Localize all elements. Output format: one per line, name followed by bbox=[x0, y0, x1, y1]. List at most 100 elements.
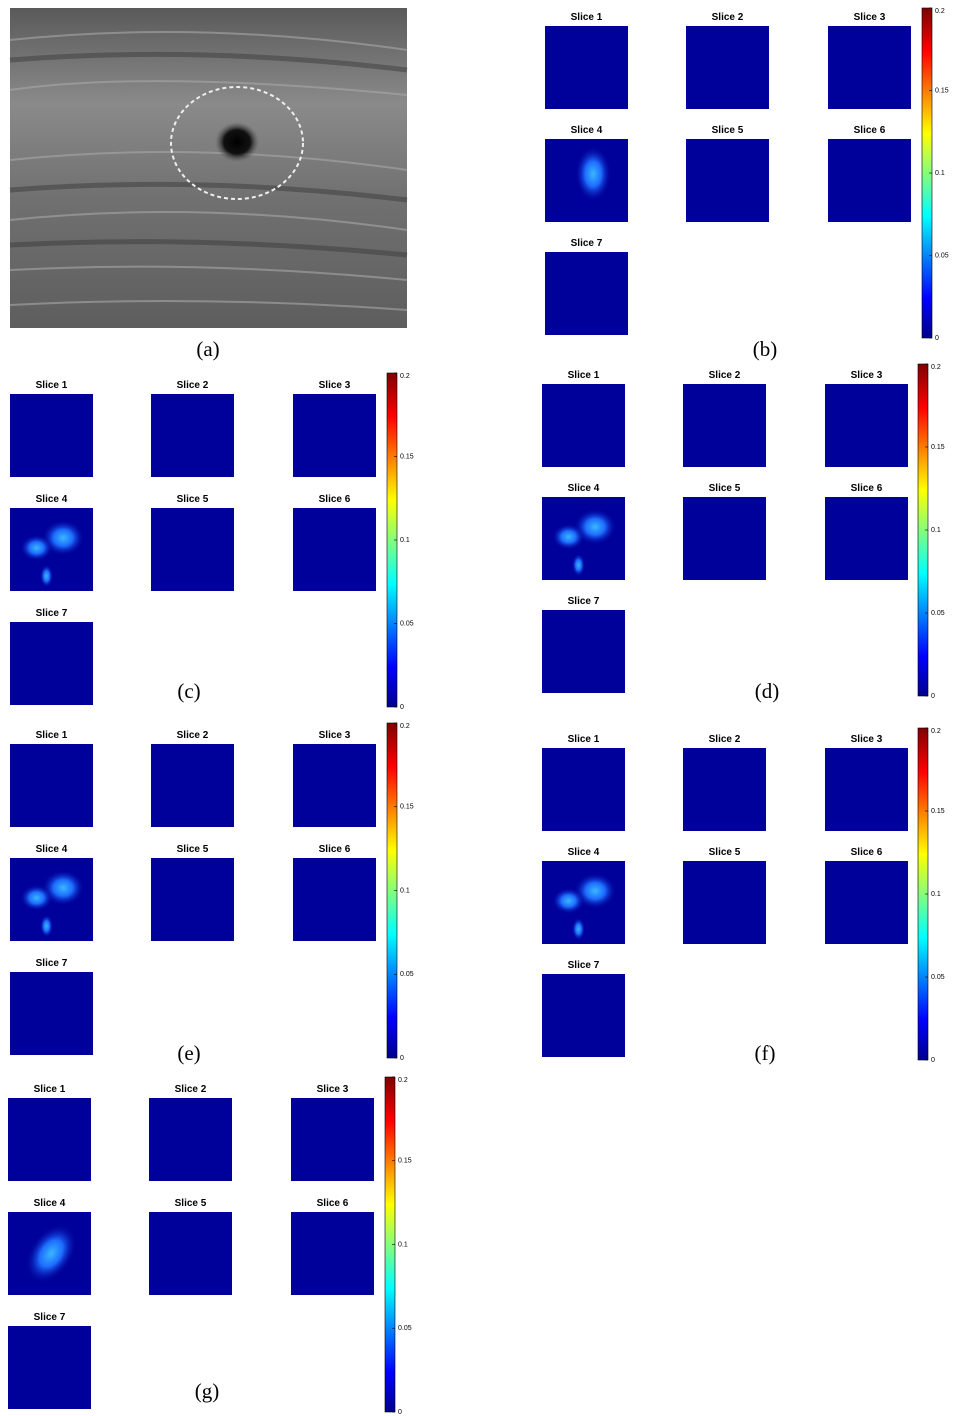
slice: Slice 2 bbox=[149, 1084, 232, 1181]
slice: Slice 2 bbox=[151, 730, 234, 827]
slice: Slice 3 bbox=[825, 734, 908, 831]
colorbar-tick-label: 0.1 bbox=[931, 891, 941, 898]
slice-image bbox=[291, 1212, 374, 1295]
slice-title: Slice 3 bbox=[319, 380, 351, 391]
slice: Slice 1 bbox=[8, 1084, 91, 1181]
slice: Slice 6 bbox=[293, 844, 376, 941]
slice-title: Slice 5 bbox=[177, 494, 209, 505]
slice-title: Slice 1 bbox=[571, 12, 603, 23]
slice-title: Slice 2 bbox=[177, 380, 209, 391]
slice-title: Slice 7 bbox=[571, 238, 603, 249]
colorbar: 00.050.10.150.2 bbox=[922, 8, 949, 342]
activation-blob bbox=[40, 914, 53, 937]
slice-image bbox=[683, 384, 766, 467]
slice-image bbox=[10, 394, 93, 477]
slice: Slice 1 bbox=[10, 380, 93, 477]
slice-image bbox=[151, 508, 234, 591]
slice-title: Slice 2 bbox=[709, 370, 741, 381]
slice: Slice 4 bbox=[8, 1198, 91, 1295]
slice: Slice 4 bbox=[542, 483, 625, 580]
slice-image bbox=[8, 1326, 91, 1409]
colorbar-tick-label: 0 bbox=[400, 704, 404, 711]
slice: Slice 3 bbox=[291, 1084, 374, 1181]
slice: Slice 3 bbox=[293, 380, 376, 477]
slice: Slice 5 bbox=[686, 125, 769, 222]
colorbar-tick-label: 0.15 bbox=[400, 804, 414, 811]
panel-label: (c) bbox=[177, 679, 200, 703]
slice-image bbox=[10, 972, 93, 1055]
slice-image bbox=[8, 1098, 91, 1181]
ultrasound-image bbox=[10, 8, 407, 328]
slice-title: Slice 5 bbox=[709, 483, 741, 494]
slice-image bbox=[293, 744, 376, 827]
activation-blob bbox=[575, 146, 612, 202]
slice-image bbox=[542, 610, 625, 693]
slice-image bbox=[149, 1212, 232, 1295]
slice: Slice 7 bbox=[10, 608, 93, 705]
slice-image bbox=[151, 744, 234, 827]
activation-blob bbox=[40, 564, 53, 587]
panel-label: (b) bbox=[753, 337, 778, 361]
slice-image bbox=[10, 744, 93, 827]
colorbar: 00.050.10.150.2 bbox=[385, 1077, 412, 1416]
colorbar-tick-label: 0.05 bbox=[931, 974, 945, 981]
slice: Slice 7 bbox=[542, 960, 625, 1057]
colorbar-tick-label: 0 bbox=[931, 693, 935, 700]
slice: Slice 6 bbox=[825, 847, 908, 944]
slice-title: Slice 4 bbox=[36, 844, 68, 855]
slice-title: Slice 7 bbox=[568, 596, 600, 607]
slice-title: Slice 4 bbox=[568, 483, 600, 494]
panel-label: (e) bbox=[177, 1041, 200, 1065]
slice-title: Slice 3 bbox=[319, 730, 351, 741]
slice-image bbox=[825, 861, 908, 944]
slice-title: Slice 4 bbox=[34, 1198, 66, 1209]
colorbar: 00.050.10.150.2 bbox=[387, 373, 414, 711]
colorbar-tick-label: 0.05 bbox=[400, 620, 414, 627]
slice-title: Slice 7 bbox=[34, 1312, 66, 1323]
colorbar-tick-label: 0.05 bbox=[935, 252, 949, 259]
slice: Slice 5 bbox=[149, 1198, 232, 1295]
slice: Slice 7 bbox=[545, 238, 628, 335]
activation-blob bbox=[20, 535, 53, 562]
slice-title: Slice 6 bbox=[319, 494, 351, 505]
colorbar-tick-label: 0 bbox=[400, 1055, 404, 1062]
colorbar: 00.050.10.150.2 bbox=[918, 728, 945, 1064]
colorbar-tick-label: 0.2 bbox=[400, 373, 410, 380]
colorbar-tick-label: 0.05 bbox=[931, 610, 945, 617]
slice-title: Slice 7 bbox=[36, 958, 68, 969]
slice-title: Slice 1 bbox=[36, 730, 68, 741]
slice-title: Slice 1 bbox=[34, 1084, 66, 1095]
slice-title: Slice 2 bbox=[709, 734, 741, 745]
slice: Slice 2 bbox=[683, 370, 766, 467]
activation-blob bbox=[572, 917, 585, 940]
slice-image bbox=[545, 26, 628, 109]
slice-image bbox=[828, 139, 911, 222]
colorbar-tick-label: 0.05 bbox=[398, 1325, 412, 1332]
slice-image bbox=[293, 858, 376, 941]
slice-title: Slice 4 bbox=[568, 847, 600, 858]
slice-image bbox=[686, 139, 769, 222]
slice-title: Slice 6 bbox=[317, 1198, 349, 1209]
slice-title: Slice 1 bbox=[36, 380, 68, 391]
slice: Slice 6 bbox=[291, 1198, 374, 1295]
slice: Slice 5 bbox=[683, 483, 766, 580]
slice-title: Slice 5 bbox=[177, 844, 209, 855]
colorbar: 00.050.10.150.2 bbox=[918, 364, 945, 700]
slice: Slice 3 bbox=[828, 12, 911, 109]
slice: Slice 4 bbox=[545, 125, 628, 222]
activation-blob bbox=[552, 888, 585, 915]
slice: Slice 4 bbox=[10, 844, 93, 941]
slice: Slice 7 bbox=[8, 1312, 91, 1409]
slice-image bbox=[825, 748, 908, 831]
slice: Slice 1 bbox=[545, 12, 628, 109]
slice-image bbox=[10, 622, 93, 705]
colorbar-tick-label: 0.15 bbox=[931, 808, 945, 815]
colorbar-tick-label: 0.15 bbox=[400, 453, 414, 460]
colorbar-tick-label: 0.2 bbox=[931, 364, 941, 371]
slice-title: Slice 3 bbox=[851, 734, 883, 745]
colorbar-tick-label: 0.1 bbox=[400, 887, 410, 894]
slice: Slice 6 bbox=[293, 494, 376, 591]
colorbar-tick-label: 0 bbox=[398, 1409, 402, 1416]
slice-image bbox=[542, 748, 625, 831]
slice-image bbox=[293, 394, 376, 477]
